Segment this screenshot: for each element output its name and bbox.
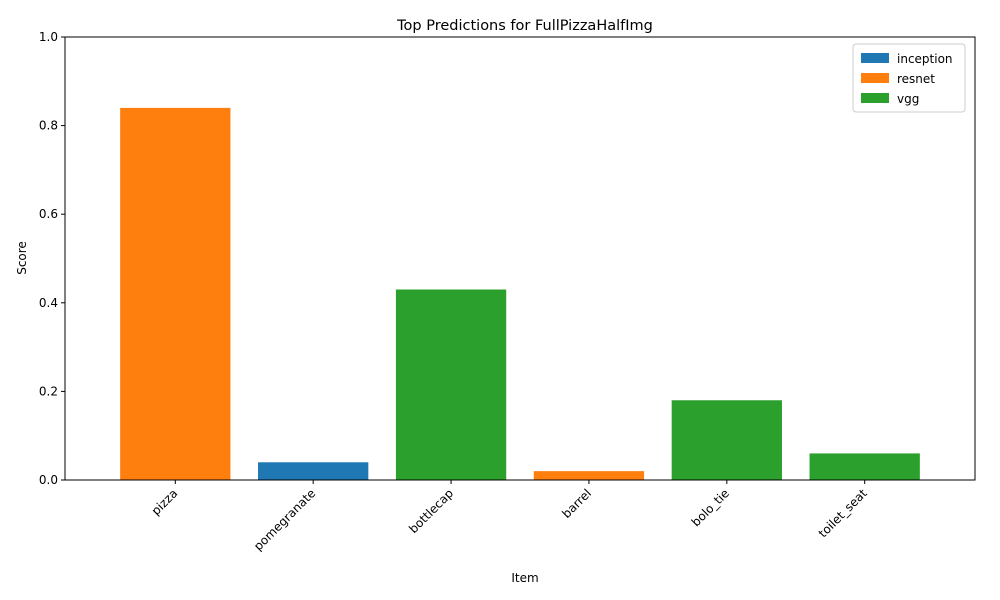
bar-pomegranate [258,462,369,480]
y-tick-label: 0.0 [39,473,58,487]
y-tick-label: 1.0 [39,30,58,44]
legend-label-inception: inception [897,52,953,66]
y-axis-title: Score [15,241,29,275]
bar-pizza [120,107,231,480]
x-tick-label-pizza: pizza [149,486,181,518]
bar-bottlecap [395,289,507,480]
legend-label-vgg: vgg [897,92,919,106]
x-tick-label-bolo_tie: bolo_tie [689,486,732,529]
legend: inception resnet vgg [852,43,966,113]
y-tick-label: 0.4 [39,296,58,310]
x-tick-label-bottlecap: bottlecap [406,486,456,536]
chart-title: Top Predictions for FullPizzaHalfImg [396,18,653,34]
legend-swatch-vgg [861,93,889,103]
plot-area: 0.0 0.2 0.4 0.6 0.8 1.0 pizza pomegranate bottle… [39,30,976,553]
legend-label-resnet: resnet [897,72,935,86]
bar-toilet_seat [809,453,920,480]
axes-frame [64,36,976,481]
legend-swatch-inception [861,53,889,63]
y-tick-label: 0.2 [39,384,58,398]
bar-bolo_tie [671,400,782,480]
x-tick-label-barrel: barrel [559,486,594,521]
bar-barrel [533,471,645,480]
y-tick-label: 0.8 [39,119,58,133]
x-axis-title: Item [511,571,538,585]
x-tick-label-toilet_seat: toilet_seat [816,486,870,540]
x-tick-label-pomegranate: pomegranate [251,486,318,553]
legend-swatch-resnet [861,73,889,83]
y-tick-label: 0.6 [39,207,58,221]
